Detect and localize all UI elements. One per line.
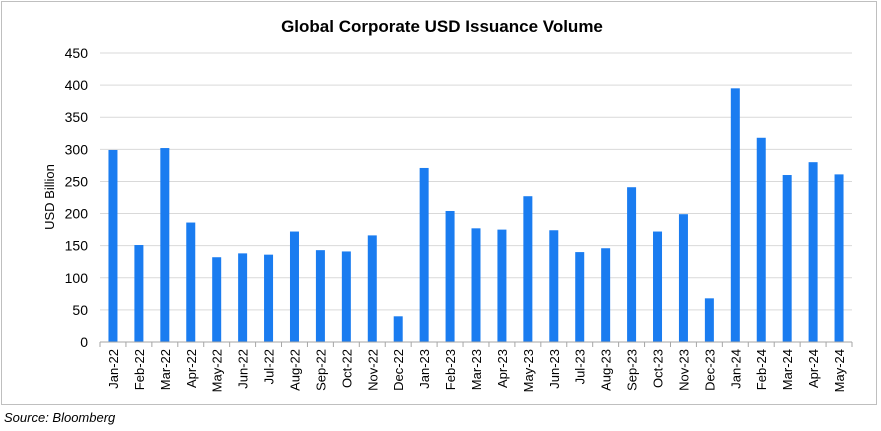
bar <box>367 235 377 342</box>
x-tick-label: Mar-24 <box>780 349 795 390</box>
bar <box>497 229 507 342</box>
x-tick-label: Nov-23 <box>676 349 691 391</box>
chart-title: Global Corporate USD Issuance Volume <box>281 17 603 36</box>
x-tick-label: Aug-22 <box>287 349 302 391</box>
bar <box>264 254 274 342</box>
x-tick-label: Jan-24 <box>728 349 743 389</box>
x-tick-label: Feb-22 <box>132 349 147 390</box>
bar <box>756 137 766 342</box>
bar <box>341 251 351 342</box>
y-axis-title: USD Billion <box>42 164 57 230</box>
bar <box>678 214 688 342</box>
x-tick-label: Feb-23 <box>443 349 458 390</box>
y-tick-label: 450 <box>65 45 89 61</box>
bar <box>704 298 714 342</box>
bar <box>627 187 637 342</box>
x-tick-label: Jul-22 <box>262 349 277 384</box>
x-tick-label: May-24 <box>832 349 847 392</box>
bar <box>808 162 818 342</box>
bar <box>289 231 299 342</box>
x-tick-label: Nov-22 <box>365 349 380 391</box>
x-tick-label: Mar-22 <box>158 349 173 390</box>
x-tick-label: Jul-23 <box>573 349 588 384</box>
bar <box>238 253 248 342</box>
bar <box>782 175 792 342</box>
bar <box>730 88 740 342</box>
bar <box>315 250 325 342</box>
x-tick-label: Aug-23 <box>599 349 614 391</box>
x-tick-label: Sep-23 <box>625 349 640 391</box>
bar <box>523 196 533 342</box>
y-tick-label: 0 <box>80 334 88 350</box>
x-tick-label: Sep-22 <box>313 349 328 391</box>
bar-chart: Global Corporate USD Issuance Volume 0 50… <box>42 17 853 392</box>
y-tick-label: 50 <box>72 302 88 318</box>
x-tick-label: Jun-22 <box>236 349 251 389</box>
bar <box>653 231 663 342</box>
bar <box>471 228 481 342</box>
bar <box>186 222 196 342</box>
x-tick-label: Jan-23 <box>417 349 432 389</box>
x-tick-label: Jun-23 <box>547 349 562 389</box>
y-tick-label: 350 <box>65 109 89 125</box>
x-tick-label: Apr-23 <box>495 349 510 388</box>
y-tick-label: 300 <box>65 141 89 157</box>
bar <box>549 230 559 342</box>
y-tick-label: 200 <box>65 206 89 222</box>
x-tick-label: Jan-22 <box>106 349 121 389</box>
y-tick-label: 400 <box>65 77 89 93</box>
bar <box>445 210 455 342</box>
x-tick-label: May-22 <box>210 349 225 392</box>
bar <box>601 248 611 342</box>
x-tick-label: Feb-24 <box>754 349 769 390</box>
x-tick-label: Oct-22 <box>339 349 354 388</box>
bar <box>134 245 144 342</box>
chart-frame: Global Corporate USD Issuance Volume 0 50… <box>1 1 877 405</box>
x-tick-label: Dec-23 <box>702 349 717 391</box>
bar <box>108 149 118 342</box>
bar <box>212 257 222 342</box>
x-tick-label: Apr-22 <box>184 349 199 388</box>
x-tick-label: Apr-24 <box>806 349 821 388</box>
bar <box>419 167 429 342</box>
y-tick-label: 150 <box>65 238 89 254</box>
bar <box>160 148 170 342</box>
x-tick-label: Oct-23 <box>651 349 666 388</box>
x-tick-label: Dec-22 <box>391 349 406 391</box>
bar <box>393 316 403 342</box>
y-tick-label: 100 <box>65 270 89 286</box>
y-tick-label: 250 <box>65 173 89 189</box>
source-note: Source: Bloomberg <box>4 410 116 425</box>
bar <box>834 174 844 342</box>
x-tick-label: Mar-23 <box>469 349 484 390</box>
bar <box>575 252 585 342</box>
x-tick-label: May-23 <box>521 349 536 392</box>
